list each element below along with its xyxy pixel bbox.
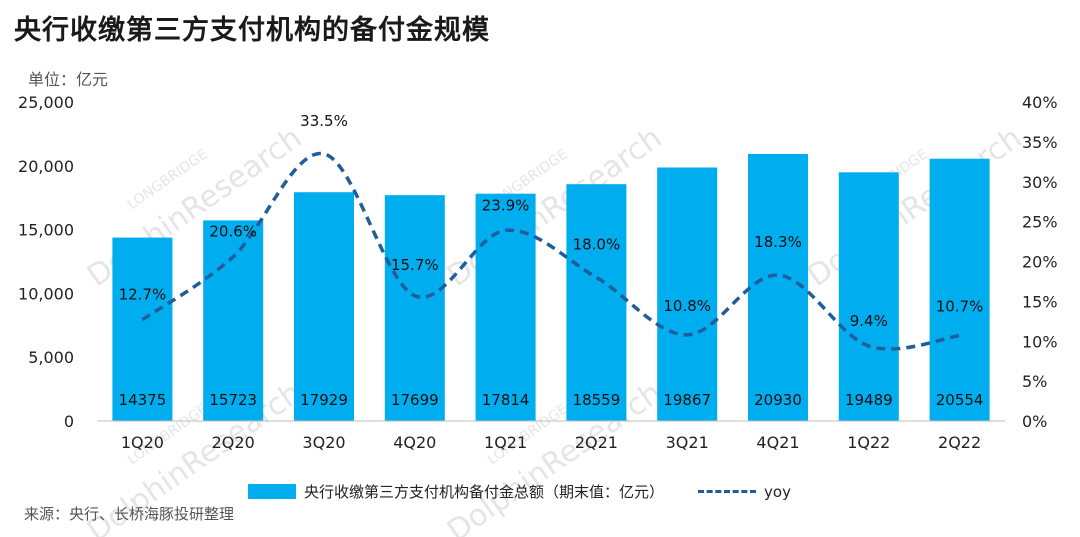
bar-3Q20 — [294, 192, 354, 421]
yoy-label-4Q21: 18.3% — [754, 233, 802, 251]
bar-1Q21 — [475, 193, 536, 421]
y-tick-label: 5,000 — [28, 348, 74, 367]
yoy-label-1Q21: 23.9% — [482, 196, 530, 214]
x-tick-label: 1Q21 — [484, 433, 527, 452]
bar-label-1Q21: 17814 — [482, 391, 530, 409]
legend: 央行收缴第三方支付机构备付金总额（期末值：亿元） yoy — [248, 481, 791, 502]
bar-label-2Q21: 18559 — [573, 391, 621, 409]
x-tick-label: 3Q21 — [666, 433, 709, 452]
x-tick-label: 2Q20 — [212, 433, 255, 452]
yoy-line — [141, 152, 960, 351]
x-tick-label: 1Q22 — [847, 433, 890, 452]
yoy-label-1Q20: 12.7% — [119, 286, 167, 304]
legend-bar-label: 央行收缴第三方支付机构备付金总额（期末值：亿元） — [304, 483, 665, 501]
y2-tick-label: 35% — [1022, 133, 1058, 152]
axes: 1Q20 2Q20 3Q20 4Q20 1Q21 2Q21 3Q21 4Q21 1Q22 2Q22… — [18, 93, 1058, 452]
y2-tick-label: 15% — [1022, 292, 1058, 311]
bar-series — [112, 153, 990, 421]
bar-4Q21 — [748, 153, 808, 421]
y2-tick-label: 40% — [1022, 93, 1058, 112]
yoy-line-series — [141, 152, 960, 351]
yoy-label-1Q22: 9.4% — [850, 312, 888, 330]
bar-label-3Q21: 19867 — [663, 391, 711, 409]
legend-bar-swatch — [248, 484, 296, 499]
yoy-label-4Q20: 15.7% — [391, 256, 439, 274]
y2-tick-label: 20% — [1022, 253, 1058, 272]
bar-label-4Q21: 20930 — [754, 391, 802, 409]
bar-2Q22 — [929, 158, 990, 421]
legend-line-swatch — [698, 490, 757, 493]
x-tick-label: 2Q22 — [938, 433, 981, 452]
yoy-label-3Q20: 33.5% — [300, 112, 348, 130]
x-tick-label: 4Q21 — [756, 433, 799, 452]
watermark-text: DolphinResearch — [441, 375, 668, 537]
y2-tick-label: 25% — [1022, 213, 1058, 232]
bar-2Q20 — [203, 220, 264, 421]
watermark-text: DolphinResearch — [441, 120, 668, 294]
bar-1Q22 — [838, 172, 899, 421]
bar-label-3Q20: 17929 — [300, 391, 348, 409]
y-tick-label: 15,000 — [18, 221, 74, 240]
bar-label-4Q20: 17699 — [391, 391, 439, 409]
y-tick-label: 20,000 — [18, 157, 74, 176]
y2-tick-label: 10% — [1022, 332, 1058, 351]
yoy-label-2Q22: 10.7% — [936, 298, 984, 316]
y2-tick-label: 5% — [1022, 372, 1047, 391]
bar-4Q20 — [384, 195, 445, 421]
watermark-text: DolphinResearch — [801, 120, 1028, 294]
yoy-label-3Q21: 10.8% — [663, 297, 711, 315]
x-tick-label: 4Q20 — [393, 433, 436, 452]
x-tick-label: 1Q20 — [121, 433, 164, 452]
y-tick-label: 10,000 — [18, 284, 74, 303]
y2-tick-label: 0% — [1022, 412, 1047, 431]
bar-label-1Q22: 19489 — [845, 391, 893, 409]
bar-3Q21 — [657, 167, 718, 421]
yoy-label-2Q20: 20.6% — [209, 223, 257, 241]
legend-line-label: yoy — [764, 482, 791, 501]
bar-label-2Q22: 20554 — [936, 391, 984, 409]
chart-title: 央行收缴第三方支付机构的备付金规模 — [14, 15, 490, 46]
x-tick-label: 2Q21 — [575, 433, 618, 452]
bar-2Q21 — [566, 184, 627, 421]
yoy-value-labels: 12.7% 20.6% 33.5% 15.7% 23.9% 18.0% 10.8% 18.3%… — [119, 112, 984, 330]
bar-1Q20 — [112, 237, 173, 421]
source-note: 来源：央行、长桥海豚投研整理 — [24, 505, 235, 523]
bar-label-1Q20: 14375 — [119, 391, 167, 409]
y-tick-label: 25,000 — [18, 93, 74, 112]
y2-tick-label: 30% — [1022, 173, 1058, 192]
bar-value-labels: 14375 15723 17929 17699 17814 18559 19867 20930… — [119, 391, 984, 409]
yoy-label-2Q21: 18.0% — [573, 235, 621, 253]
y-tick-label: 0 — [64, 412, 74, 431]
x-tick-label: 3Q20 — [302, 433, 345, 452]
bar-label-2Q20: 15723 — [209, 391, 257, 409]
unit-label: 单位：亿元 — [28, 70, 109, 89]
